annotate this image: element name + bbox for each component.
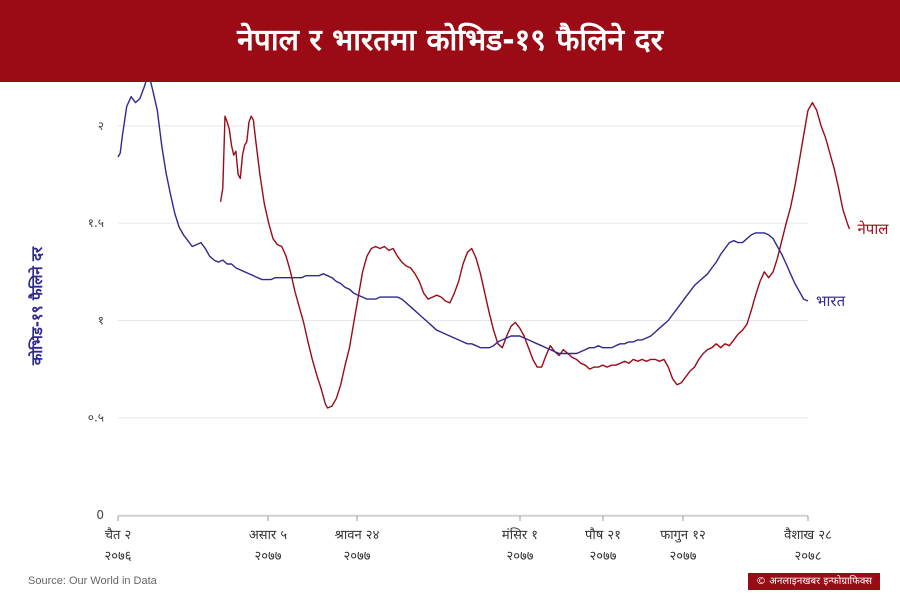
- legend-label-nepal: नेपाल: [857, 220, 889, 238]
- series-line-india: [117, 82, 809, 355]
- credit-badge: © अनलाइनखबर इन्फोग्राफिक्स: [748, 573, 880, 590]
- x-tick-label: चैत २: [105, 527, 132, 543]
- x-tick-year: २०७७: [506, 549, 533, 564]
- x-tick-label: फागुन १२: [660, 528, 706, 543]
- x-tick-year: २०७७: [669, 549, 696, 564]
- x-tick-label: मंसिर १: [502, 527, 538, 543]
- series-line-nepal: [219, 101, 851, 409]
- source-note: Source: Our World in Data: [28, 575, 157, 587]
- chart-title: नेपाल र भारतमा कोभिड-१९ फैलिने दर: [237, 23, 663, 58]
- y-tick-label: १: [98, 313, 104, 327]
- line-chart: 0 ०.५ १ १.५ २ चैत २ २०७६ असार ५ २०७७ श्रावन २४ २०७…: [28, 82, 889, 564]
- title-banner: [0, 0, 900, 82]
- y-tick-label: २: [98, 119, 104, 133]
- x-tick-label: पौष २१: [585, 527, 621, 543]
- y-axis-label: कोभिड-१९ फैलिने दर: [28, 246, 46, 366]
- x-tick-label: वैशाख २८: [784, 527, 832, 543]
- y-tick-label: ०.५: [88, 411, 104, 425]
- x-tick-year: २०७६: [104, 549, 131, 564]
- y-tick-label: 0: [96, 508, 104, 522]
- legend-label-india: भारत: [816, 292, 846, 310]
- x-tick-label: असार ५: [249, 528, 288, 543]
- x-tick-year: २०७७: [343, 549, 370, 564]
- x-tick-year: २०७७: [254, 549, 281, 564]
- x-tick-year: २०७७: [589, 549, 616, 564]
- x-tick-year: २०७८: [794, 549, 821, 564]
- y-tick-label: १.५: [88, 216, 104, 230]
- x-tick-label: श्रावन २४: [335, 528, 380, 543]
